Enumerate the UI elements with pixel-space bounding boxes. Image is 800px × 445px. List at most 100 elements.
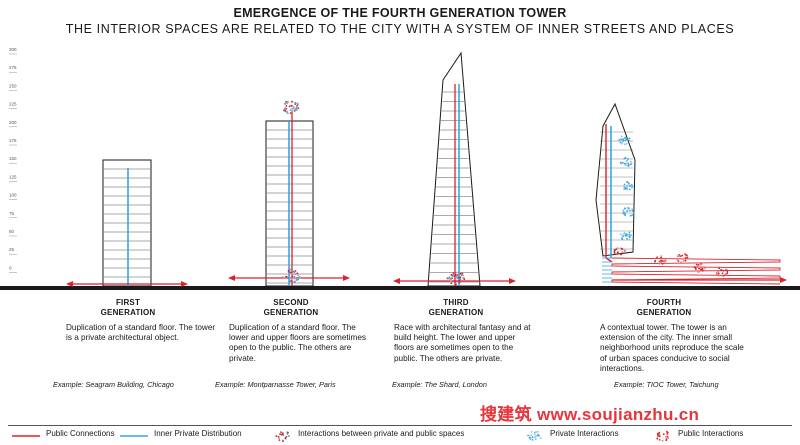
cloud-dot <box>658 435 661 438</box>
cloud-dot <box>456 276 459 279</box>
scale-tick-label: 125 <box>9 174 17 179</box>
cloud-dot <box>661 260 663 262</box>
legend-separator <box>8 425 792 426</box>
cloud-dot <box>620 138 622 140</box>
cloud-dot <box>298 275 301 278</box>
cloud-dot <box>717 272 720 275</box>
legend-private-cloud-icon <box>527 430 542 441</box>
cloud-dot <box>623 249 626 252</box>
cloud-dot <box>631 186 634 189</box>
cloud-dot <box>283 107 286 110</box>
legend-item-interactions-between: Interactions between private and public … <box>298 429 465 438</box>
cloud-dot <box>621 140 624 143</box>
cloud-dot <box>658 433 661 436</box>
cloud-dot <box>289 277 292 280</box>
cloud-dot <box>625 187 627 190</box>
cloud-dot <box>720 269 723 271</box>
cloud-dot <box>627 164 630 167</box>
generation-example: Example: Seagram Building, Chicago <box>53 380 174 389</box>
generation-example: Example: TIOC Tower, Taichung <box>614 380 719 389</box>
cloud-dot <box>454 280 456 283</box>
cloud-dot <box>455 271 458 274</box>
cloud-dot <box>613 250 616 253</box>
cloud-dot <box>297 103 299 106</box>
cloud-dot <box>661 263 664 265</box>
cloud-dot <box>285 277 287 280</box>
legend-item-public-interactions: Public Interactions <box>678 429 744 438</box>
cloud-dot <box>632 211 635 214</box>
generation-name: FIRST GENERATION <box>100 298 156 317</box>
cloud-dot <box>282 440 284 442</box>
generation-name: FOURTH GENERATION <box>636 298 692 317</box>
scale-tick-label: 50 <box>9 229 15 234</box>
cloud-dot <box>291 100 293 103</box>
public-interaction-cloud <box>613 247 626 256</box>
private-interaction-cloud <box>620 231 633 241</box>
cloud-dot <box>616 252 619 255</box>
cloud-dot <box>539 437 542 439</box>
cloud-dot <box>527 434 529 437</box>
cloud-dot <box>626 237 628 240</box>
tower-second-generation <box>228 100 350 287</box>
cloud-dot <box>620 233 622 236</box>
scale-tick-label: 150 <box>9 156 17 161</box>
cloud-dot <box>462 274 465 277</box>
scale-tick-label: 225 <box>9 102 17 107</box>
cloud-dot <box>280 431 282 433</box>
cloud-dot <box>293 275 296 278</box>
cloud-dot <box>725 268 728 271</box>
cloud-dot <box>624 207 626 210</box>
cloud-dot <box>534 438 537 441</box>
private-interaction-cloud <box>622 206 635 217</box>
watermark: 搜建筑 www.soujianzhu.cn <box>480 405 700 425</box>
generation-first: FIRST GENERATION Duplication of a standa… <box>38 298 218 389</box>
public-interaction-cloud <box>654 255 667 265</box>
cloud-dot <box>297 276 300 279</box>
cloud-dot <box>676 259 679 261</box>
cloud-dot <box>286 433 289 435</box>
cloud-dot <box>682 260 685 262</box>
scale-tick-label: 175 <box>9 138 17 143</box>
cloud-dot <box>622 211 625 214</box>
cloud-dot <box>620 142 623 145</box>
cloud-dot <box>448 276 451 279</box>
cloud-dot <box>723 274 725 277</box>
cloud-dot <box>667 437 670 439</box>
cloud-dot <box>623 183 626 186</box>
cloud-dot <box>294 103 297 105</box>
cloud-dot <box>289 268 292 271</box>
private-interaction-clouds <box>617 135 635 241</box>
cloud-dot <box>657 435 659 437</box>
cloud-dot <box>452 272 455 274</box>
cloud-dot <box>662 433 665 436</box>
cloud-dot <box>624 212 626 214</box>
interaction-cloud-top <box>283 100 300 115</box>
cloud-dot <box>294 101 297 104</box>
cloud-dot <box>677 260 680 262</box>
cloud-dot <box>291 105 293 107</box>
cloud-dot <box>292 105 295 108</box>
cloud-dot <box>626 206 629 209</box>
generation-example: Example: The Shard, London <box>392 380 487 389</box>
cloud-dot <box>625 138 628 141</box>
cloud-dot <box>536 433 539 436</box>
generation-description: A contextual tower. The tower is an exte… <box>600 323 744 373</box>
cloud-dot <box>450 280 452 282</box>
cloud-dot <box>722 269 725 272</box>
cloud-dot <box>616 251 619 254</box>
generation-description: Duplication of a standard floor. The low… <box>229 323 366 363</box>
cloud-dot <box>450 282 453 285</box>
cloud-dot <box>458 282 461 285</box>
cloud-dot <box>621 161 624 164</box>
tower-fourth-generation <box>595 102 787 285</box>
cloud-dot <box>628 236 631 239</box>
cloud-dot <box>666 431 669 434</box>
cloud-dot <box>291 107 294 110</box>
cloud-dot <box>682 258 685 260</box>
cloud-dot <box>620 135 623 138</box>
cloud-dot <box>664 259 667 262</box>
cloud-dot <box>533 431 536 434</box>
cloud-dot <box>678 255 681 257</box>
cloud-dot <box>704 269 706 272</box>
